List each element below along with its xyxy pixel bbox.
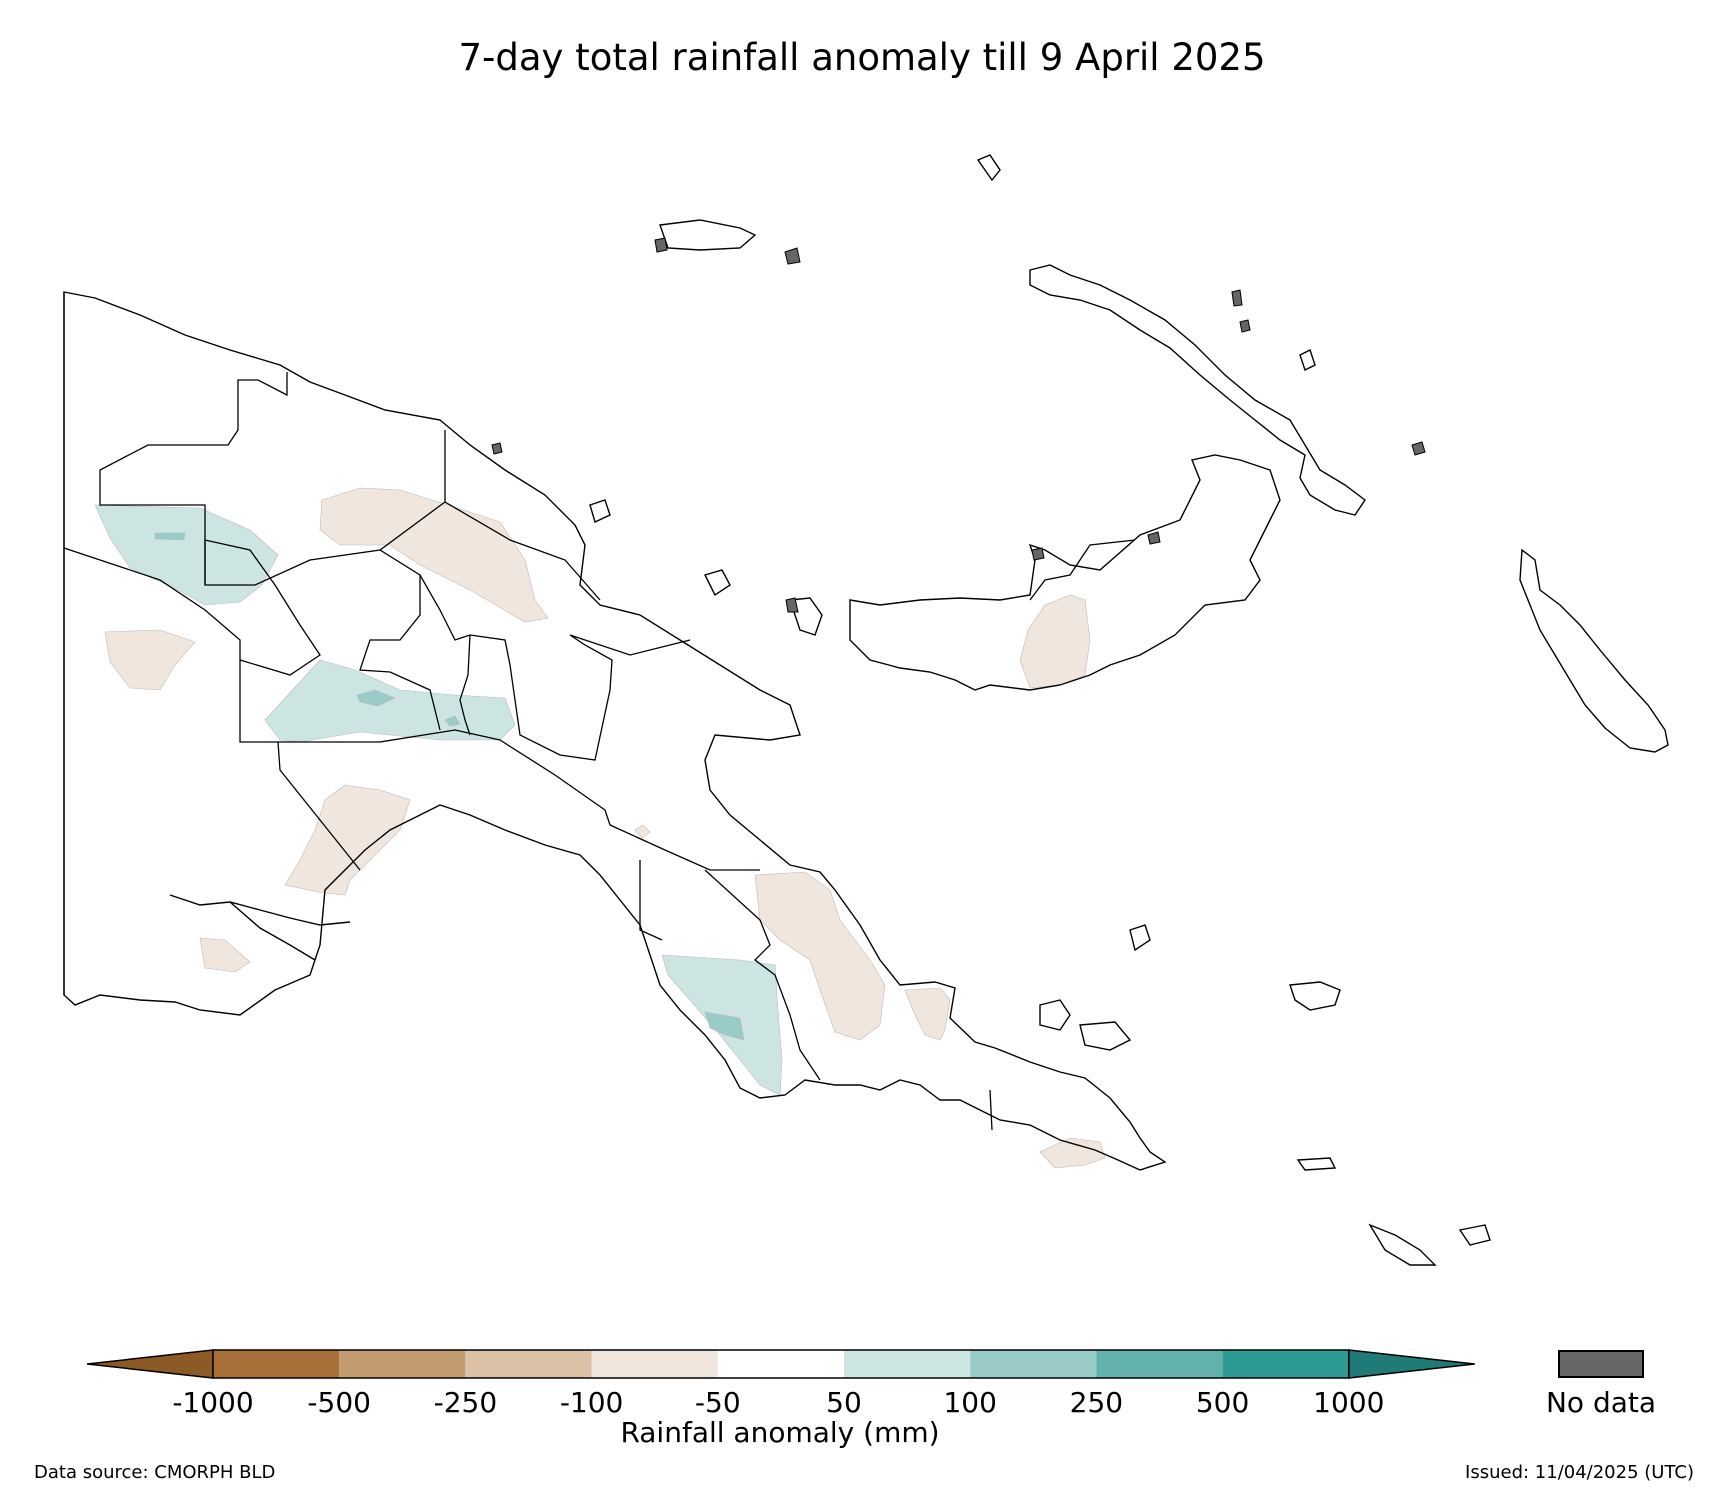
dry-anomaly-area (199, 937, 251, 973)
province-border (99, 372, 446, 586)
new-ireland-coastline (1029, 264, 1366, 516)
colorbar-bin (717, 1350, 844, 1378)
province-border (639, 860, 663, 941)
no-data-island (1231, 289, 1243, 307)
colorbar (86, 1349, 1475, 1379)
province-border (1029, 539, 1136, 601)
island-coastline (1079, 1021, 1132, 1051)
bougainville-coastline (1519, 548, 1669, 753)
no-data-island (1239, 319, 1251, 333)
dry-anomaly-area (284, 784, 411, 896)
colorbar-tick-label: -1000 (172, 1386, 254, 1419)
island-coastline (1129, 924, 1151, 952)
no-data-island (1411, 441, 1426, 456)
colorbar-bin (591, 1350, 718, 1378)
island-coastline (789, 597, 823, 636)
wet-anomaly-area (704, 1011, 745, 1041)
colorbar-bin (1096, 1350, 1223, 1378)
colorbar-tick-label: 50 (826, 1386, 862, 1419)
colorbar-bin (970, 1350, 1097, 1378)
colorbar-tick-label: 500 (1195, 1386, 1250, 1419)
dry-anomaly-area (904, 987, 951, 1041)
colorbar-bin (844, 1350, 971, 1378)
province-border (63, 547, 760, 871)
dry-anomaly-area (634, 824, 651, 839)
manus-island-coastline (659, 219, 757, 251)
no-data-island (654, 237, 668, 253)
issued-date-note: Issued: 11/04/2025 (UTC) (1465, 1462, 1694, 1483)
colorbar-bin (213, 1350, 340, 1378)
fly-river-delta (169, 894, 351, 926)
island-coastline (1289, 981, 1341, 1011)
colorbar-tick-label: -250 (433, 1386, 498, 1419)
wet-anomaly-area (94, 504, 279, 606)
no-data-island (1147, 531, 1161, 545)
colorbar-frame (212, 1349, 1350, 1379)
no-data-island (785, 597, 799, 613)
colorbar-tick-label: 250 (1069, 1386, 1124, 1419)
no-data-island (491, 442, 503, 455)
colorbar-tick-label: -100 (559, 1386, 624, 1419)
colorbar-tick-label: -500 (307, 1386, 371, 1419)
island-coastline (1458, 1224, 1491, 1246)
no-data-label: No data (1545, 1386, 1657, 1419)
island-coastline (703, 569, 731, 597)
province-border (277, 741, 361, 871)
dry-anomaly-area (754, 871, 886, 1041)
island-coastline (589, 499, 611, 523)
island-coastline (1296, 1157, 1337, 1171)
colorbar-tick-label: 100 (943, 1386, 997, 1419)
colorbar-tick-label: -50 (694, 1386, 741, 1419)
map-title: 7-day total rainfall anomaly till 9 Apri… (458, 36, 1266, 79)
province-border (444, 430, 601, 601)
data-source-note: Data source: CMORPH BLD (34, 1462, 276, 1483)
wet-anomaly-area (356, 689, 396, 707)
colorbar-extend-min (86, 1349, 214, 1379)
island-coastline (1368, 1223, 1437, 1266)
colorbar-bin (339, 1350, 466, 1378)
province-border (989, 1089, 993, 1131)
wet-anomaly-area (444, 715, 461, 727)
island-coastline (1039, 999, 1071, 1031)
dry-anomaly-area (1019, 594, 1091, 689)
province-borders (63, 292, 1136, 1131)
colorbar-title: Rainfall anomaly (mm) (620, 1416, 940, 1449)
province-border (704, 869, 821, 1081)
colorbar-bin (1222, 1350, 1349, 1378)
province-border (359, 549, 441, 731)
no-data-island (784, 247, 801, 265)
no-data-swatch (1558, 1350, 1644, 1378)
province-border (459, 634, 471, 736)
province-border (204, 539, 321, 676)
fly-river-delta (229, 901, 316, 961)
colorbar-tick-label: 1000 (1313, 1386, 1385, 1419)
no-data-areas (491, 237, 1426, 613)
mainland-coastline (63, 291, 1167, 1171)
no-data-island (1031, 547, 1045, 561)
province-border (419, 574, 691, 761)
wet-anomaly-area (154, 532, 186, 541)
island-coastline (976, 154, 1001, 182)
colorbar-bin (465, 1350, 592, 1378)
dry-anomaly-area (319, 487, 549, 623)
dry-anomaly-area (1039, 1137, 1106, 1169)
island-coastline (1299, 349, 1316, 371)
colorbar-extend-max (1348, 1349, 1475, 1379)
dry-anomaly-area (104, 629, 196, 691)
anomaly-shading (94, 487, 1106, 1169)
